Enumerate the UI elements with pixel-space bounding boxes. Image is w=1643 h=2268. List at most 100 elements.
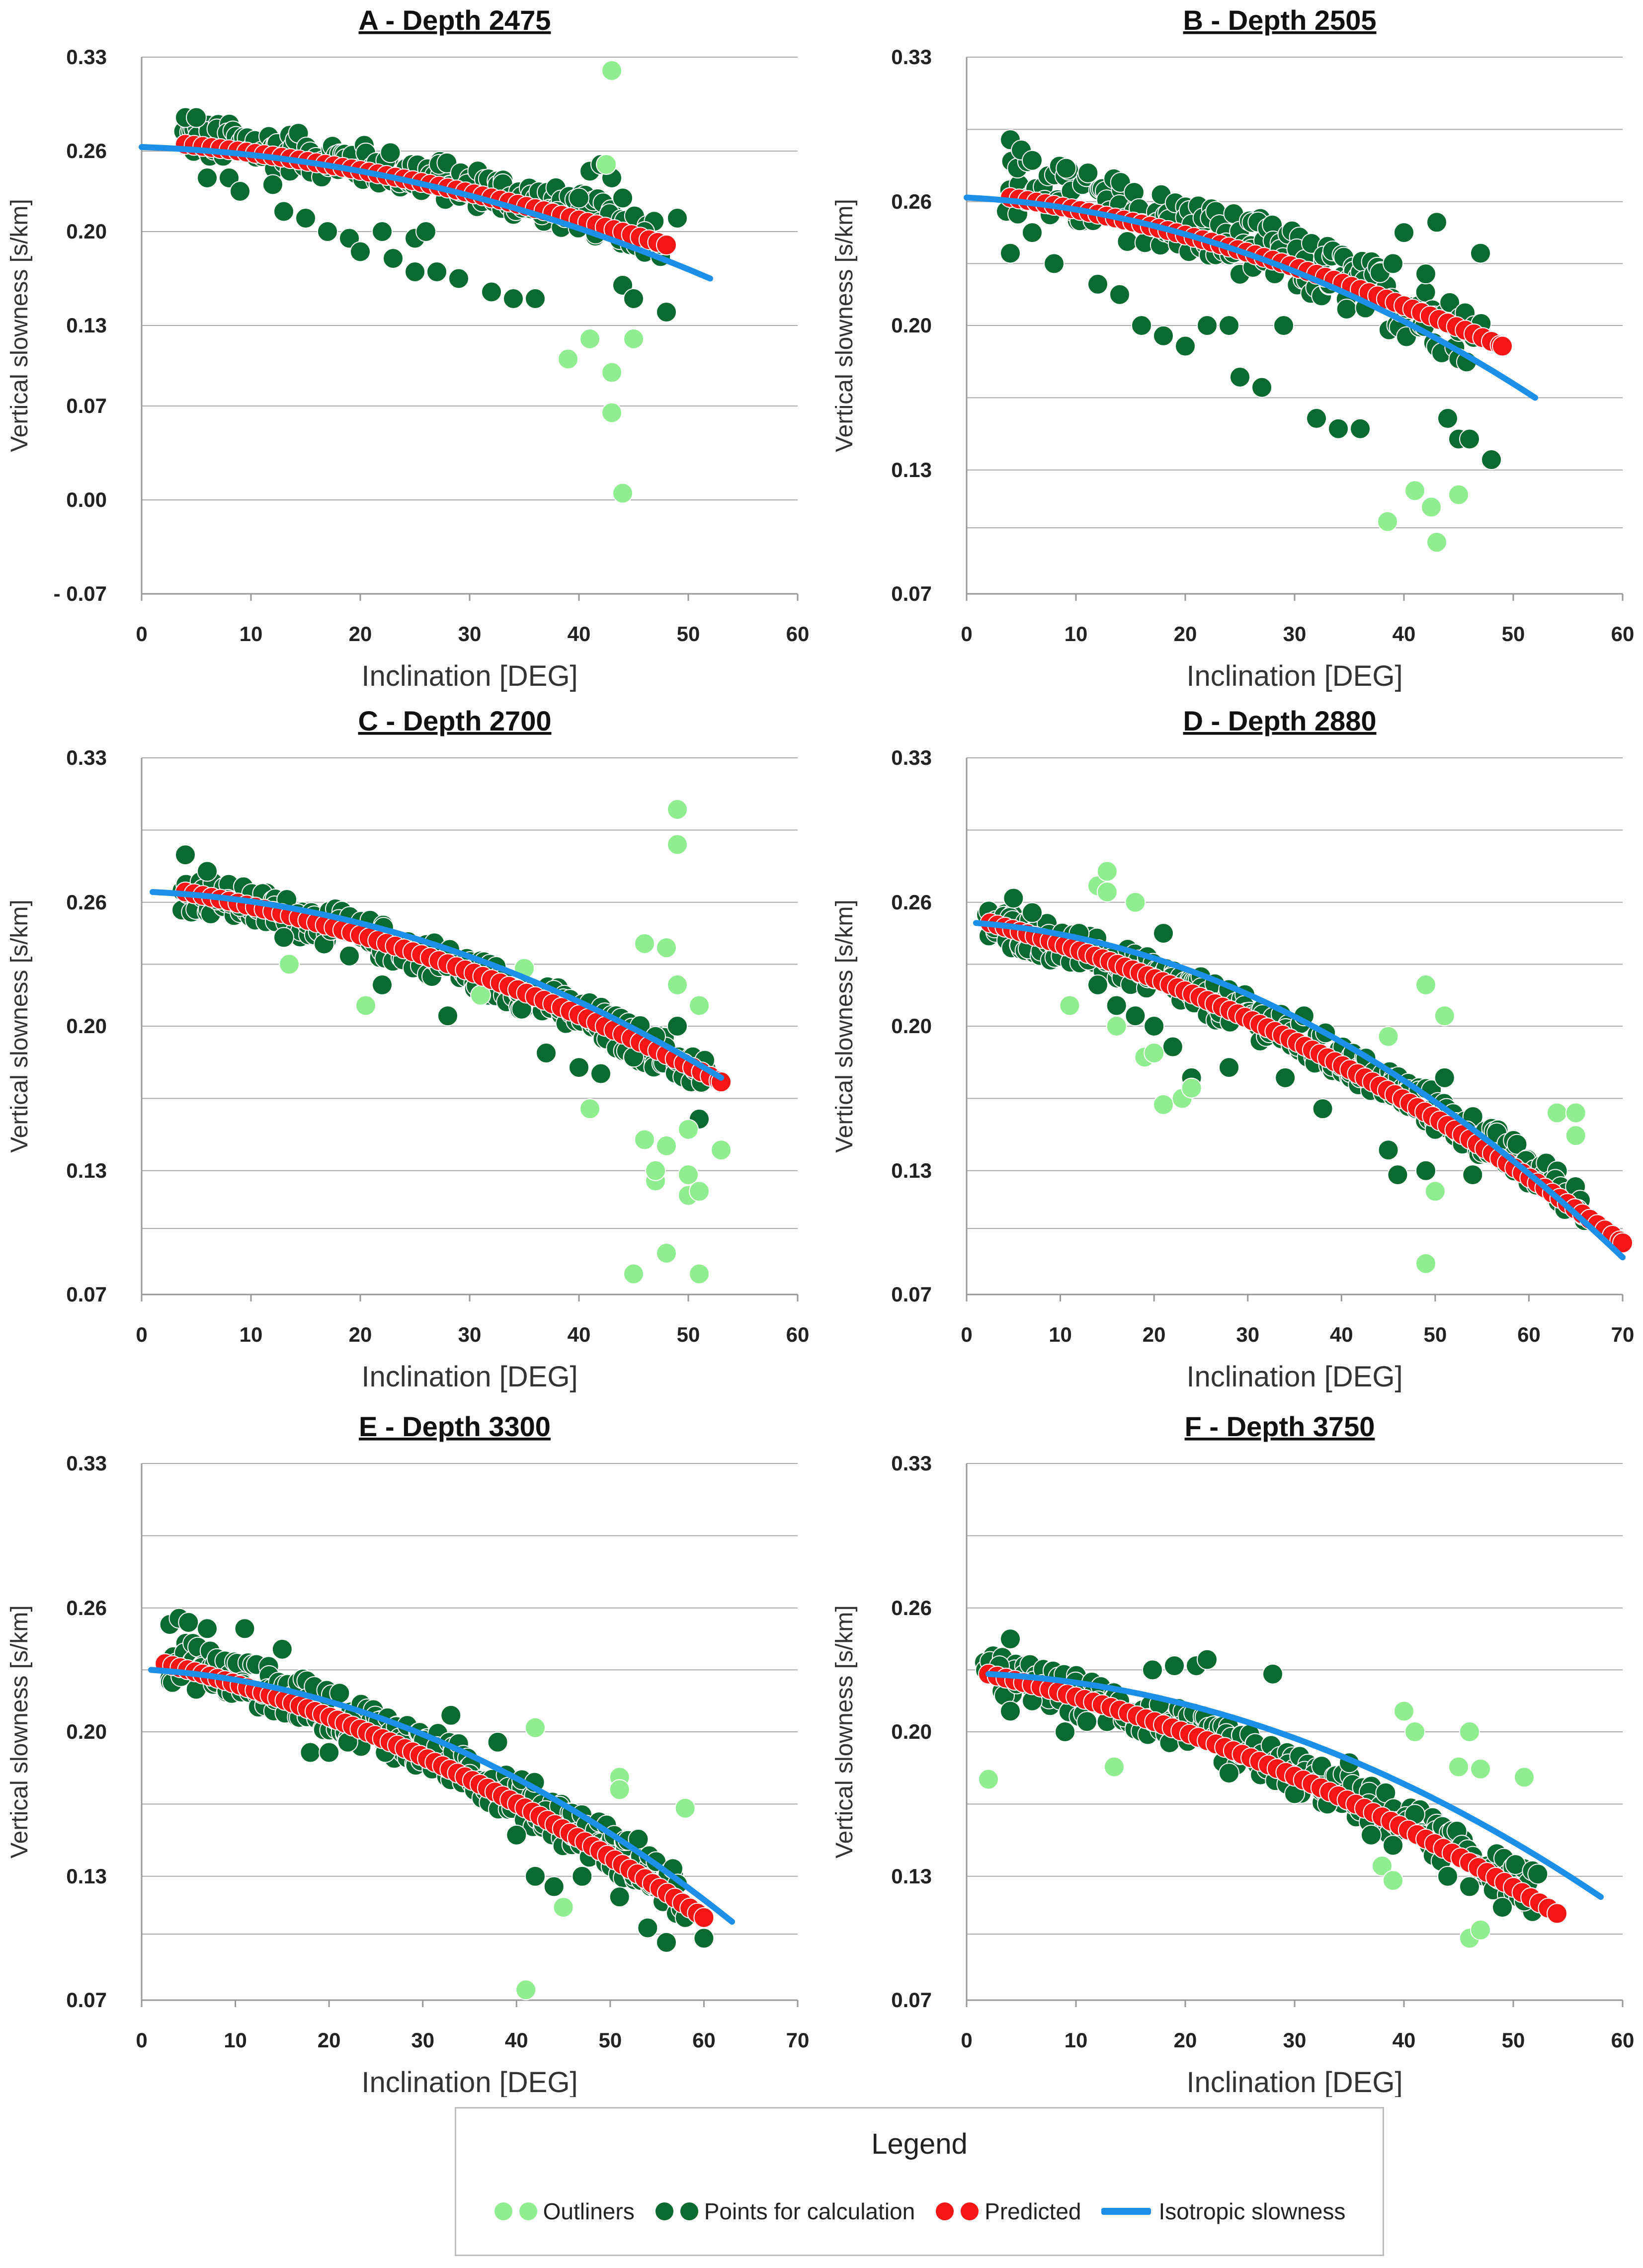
point-calculation: [1415, 263, 1436, 285]
x-axis-label: Inclination [DEG]: [1186, 2066, 1402, 2097]
plot-area: [974, 1628, 1604, 1949]
point-outlier: [1372, 1856, 1393, 1876]
point-calculation: [667, 208, 688, 229]
point-outlier: [1125, 891, 1146, 913]
legend-label-outliers: Outliners: [543, 2198, 635, 2224]
y-tick-label: 0.07: [891, 1988, 932, 2012]
x-tick-label: 60: [1611, 2028, 1635, 2052]
point-calculation: [1109, 284, 1130, 305]
y-tick-label: 0.13: [66, 1864, 107, 1888]
x-tick-label: 10: [1049, 1323, 1072, 1346]
point-calculation: [590, 1063, 611, 1084]
x-tick-label: 0: [961, 1323, 972, 1346]
y-tick-label: 0.13: [66, 1159, 107, 1182]
point-calculation: [481, 281, 502, 303]
point-outlier: [656, 937, 677, 959]
point-outlier: [1421, 496, 1442, 518]
point-calculation: [1000, 243, 1021, 264]
point-calculation: [1481, 449, 1502, 470]
point-calculation: [1056, 158, 1077, 179]
x-tick-label: 50: [1502, 622, 1525, 646]
point-outlier: [1459, 1721, 1480, 1742]
legend-item-isotropic: Isotropic slowness: [1101, 2198, 1346, 2225]
point-outlier: [1104, 1756, 1125, 1778]
predicted-marker-icon: [960, 2201, 980, 2221]
predicted-marker-icon: [935, 2201, 955, 2221]
point-outlier: [1144, 1043, 1165, 1063]
point-calculation: [1387, 1164, 1408, 1186]
isotropic-slowness-line: [150, 889, 724, 1081]
y-tick-label: - 0.07: [54, 582, 107, 605]
x-tick-label: 30: [458, 622, 482, 646]
point-calculation: [1437, 407, 1458, 429]
point-calculation: [1197, 315, 1218, 336]
x-axis-label: Inclination [DEG]: [361, 660, 577, 692]
point-outlier: [1377, 511, 1398, 532]
point-calculation: [1117, 231, 1138, 252]
point-outlier: [678, 1164, 699, 1186]
point-outlier: [689, 1263, 710, 1285]
isotropic-slowness-line: [973, 920, 1626, 1261]
y-axis-label: Vertical slowness [s/km]: [831, 899, 858, 1152]
point-calculation: [1306, 407, 1327, 429]
point-outlier: [689, 995, 710, 1016]
point-calculation: [1000, 1701, 1021, 1722]
x-tick-label: 40: [1330, 1323, 1353, 1346]
points-marker-icon: [679, 2201, 699, 2221]
x-tick-label: 20: [1174, 2028, 1197, 2052]
x-axis-label: Inclination [DEG]: [361, 2066, 577, 2097]
legend-label-predicted: Predicted: [985, 2198, 1081, 2224]
x-tick-label: 40: [568, 622, 591, 646]
point-calculation: [440, 1704, 462, 1726]
y-tick-label: 0.20: [891, 314, 932, 337]
point-calculation: [1022, 150, 1043, 171]
point-outlier: [978, 1769, 999, 1790]
x-axis-label: Inclination [DEG]: [1186, 660, 1402, 692]
point-calculation: [175, 844, 196, 866]
x-tick-label: 30: [1283, 2028, 1307, 2052]
legend-entries: Outliners Points for calculation Predict…: [456, 2198, 1383, 2225]
point-calculation: [612, 187, 633, 209]
point-predicted: [1492, 335, 1513, 357]
point-outlier: [1514, 1767, 1535, 1788]
point-calculation: [1003, 888, 1024, 909]
outliers-marker-icon: [518, 2201, 538, 2221]
point-outlier: [1448, 1756, 1469, 1778]
chart-panel-4: E - Depth 3300 0.07 0.13 0.20 0.26 0.33 0 10 20 3…: [6, 1411, 809, 2097]
chart-title: D - Depth 2880: [1183, 705, 1377, 736]
point-calculation: [1426, 212, 1447, 233]
point-calculation: [448, 268, 469, 289]
point-calculation: [383, 248, 404, 269]
point-outlier: [1547, 1102, 1567, 1124]
point-outlier: [1394, 1701, 1414, 1722]
point-outlier: [1470, 1758, 1491, 1780]
x-tick-label: 60: [1611, 622, 1635, 646]
y-tick-label: 0.07: [891, 582, 932, 605]
chart-title: F - Depth 3750: [1185, 1411, 1375, 1442]
point-calculation: [178, 1612, 199, 1633]
point-outlier: [1426, 532, 1447, 553]
charts-canvas: A - Depth 2475 - 0.07 0.00 0.07 0.13 0.20 0.26…: [6, 4, 1635, 2097]
x-tick-label: 10: [1065, 2028, 1088, 2052]
legend-label-isotropic: Isotropic slowness: [1158, 2198, 1346, 2224]
legend-item-outliers: Outliners: [493, 2198, 635, 2225]
point-calculation: [543, 1876, 565, 1897]
x-tick-label: 50: [1502, 2028, 1525, 2052]
point-calculation: [380, 142, 401, 163]
plot-area: [148, 1608, 735, 2001]
point-calculation: [1312, 1098, 1333, 1120]
point-calculation: [1336, 298, 1357, 320]
point-calculation: [609, 1886, 630, 1908]
point-calculation: [186, 107, 207, 128]
x-tick-label: 30: [1283, 622, 1307, 646]
y-tick-label: 0.20: [66, 1720, 107, 1743]
point-outlier: [1415, 1253, 1436, 1274]
point-calculation: [1022, 902, 1043, 923]
plot-area: [973, 861, 1633, 1274]
x-tick-label: 0: [136, 1323, 147, 1346]
point-calculation: [1142, 1659, 1163, 1681]
y-tick-label: 0.07: [891, 1283, 932, 1306]
point-calculation: [1506, 1134, 1528, 1155]
point-calculation: [1439, 292, 1461, 313]
point-calculation: [1262, 1663, 1283, 1685]
